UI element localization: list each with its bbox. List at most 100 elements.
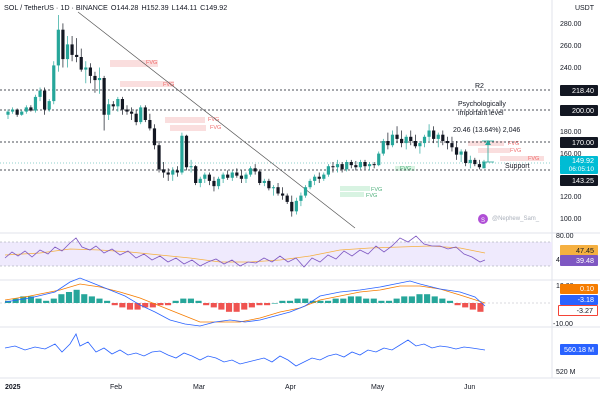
candle [322,172,326,181]
candle-body [157,145,161,170]
rsi-band [0,242,552,266]
macd-bar [462,303,469,308]
candle [299,192,303,207]
candle [175,166,179,177]
candle-body [253,168,257,172]
candle [363,159,367,170]
candle [33,94,38,113]
currency-label[interactable]: USDT [574,5,594,12]
candle-body [65,44,70,60]
resistance-price-tag: 170.00 [560,137,598,148]
candle-body [75,54,79,57]
time-label: Feb [110,384,122,391]
candle [253,164,257,175]
macd-bar [385,300,393,303]
candle [441,130,445,146]
fvg-zone-7 [395,166,415,171]
candle-body [331,166,335,168]
fvg-label: FVG [366,193,377,199]
macd-bar [203,303,210,306]
volume-line [4,333,486,367]
macd-bar [424,294,431,303]
candle [166,168,170,181]
macd-bar [218,303,225,310]
watermark-logo-glyph: S [481,218,485,224]
candle [84,61,88,84]
candle-body [299,195,303,201]
candle-body [102,78,106,115]
candle [267,178,271,191]
candle [367,162,372,171]
macd-bar [408,296,415,303]
macd-line-tag: -3.18 [560,295,598,305]
candle [15,108,19,117]
candle-body [244,174,248,179]
candle [162,162,166,178]
candle-body [10,109,15,112]
fvg-zone-1 [110,60,158,67]
candle-body [29,107,33,111]
measure-label: 20.46 (13.64%) 2,046 [453,127,520,134]
candle-body [194,166,198,183]
macd-hist-tag: 0.10 [560,284,598,294]
candle [102,75,106,131]
candle-body [381,141,385,154]
candle-body [303,187,308,196]
candle [404,134,408,150]
candle [381,138,385,156]
candle-body [473,159,477,165]
candle [47,99,51,112]
time-axis[interactable]: 2025 Feb Mar Apr May Jun [5,384,475,391]
candle [459,149,463,162]
candle-body [468,159,472,164]
candle [290,195,294,217]
candle [212,176,216,192]
candle [413,134,417,149]
candle-body [120,99,125,110]
candle [422,134,427,148]
measure-tool[interactable]: 20.46 (13.64%) 2,046 [451,124,529,163]
fvg-zone-5 [340,186,370,191]
fvg-label: FVG [146,60,157,66]
ohlc-close: C149.92 [200,3,228,12]
candle [354,160,358,171]
macd-bar [416,294,423,303]
candle [230,170,234,181]
macd-bar [286,300,294,303]
macd-bar [96,298,103,303]
macd-bar [195,300,202,303]
price-scale[interactable]: 280.00 260.00 240.00 180.00 160.00 120.0… [560,21,582,223]
candle-body [79,57,83,70]
macd-bar [134,303,141,310]
candle [20,110,24,116]
fvg-labels-green: FVG FVG FVG [366,166,411,199]
fvg-zone-6 [340,192,364,197]
candle-body [400,138,404,144]
candle [10,107,15,114]
candle [24,105,28,114]
candle-body [404,136,408,144]
candle-body [427,130,431,137]
price-tick: 100.00 [560,216,582,223]
candle [331,162,335,173]
candle-body [367,164,372,167]
measure-box [451,124,529,134]
candle-body [281,193,285,196]
candle [75,38,79,63]
symbol-header[interactable]: SOL / TetherUS · 1D · BINANCE O144.28 H1… [4,3,228,12]
candle [226,170,230,180]
candle-body [134,113,138,123]
candle-body [390,134,395,146]
ohlc-high: H152.39 [141,3,169,12]
watermark-text: @Nephew_Sam_ [492,216,540,222]
fvg-zone-9 [478,148,510,153]
macd-bar [271,303,278,304]
candle-body [129,111,134,114]
candle-body [326,166,330,175]
candle [418,141,422,154]
candle-body [290,201,294,212]
price-tick: 280.00 [560,21,582,28]
candle [281,187,285,200]
level-lines [0,11,552,229]
